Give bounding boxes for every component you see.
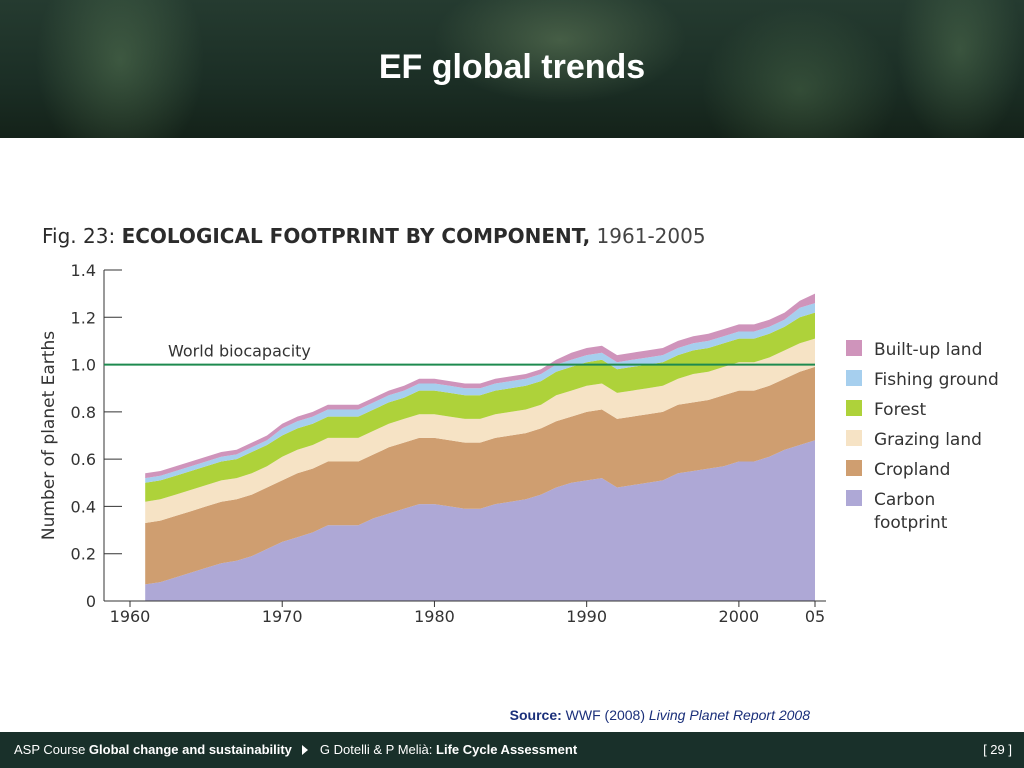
legend-label: Grazing land (874, 430, 982, 450)
world-biocapacity-label: World biocapacity (168, 342, 311, 361)
source-text: WWF (2008) (565, 707, 645, 723)
legend-label: Forest (874, 400, 927, 420)
figure-number: Fig. 23: (42, 224, 116, 248)
legend-label: Carbon (874, 490, 935, 510)
legend-swatch (846, 430, 862, 446)
legend-swatch (846, 490, 862, 506)
x-tick-label: 1960 (110, 607, 151, 626)
series-area-grazing-land (145, 338, 815, 523)
y-tick-label: 0.8 (71, 403, 96, 422)
figure-title-main: ECOLOGICAL FOOTPRINT BY COMPONENT, (121, 224, 591, 248)
x-tick-label: 1980 (414, 607, 455, 626)
series-area-carbon-footprint (145, 440, 815, 601)
slide-footer: ASP Course Global change and sustainabil… (0, 732, 1024, 768)
y-tick-label: 0.4 (71, 497, 96, 516)
series-area-cropland (145, 366, 815, 585)
legend-swatch (846, 340, 862, 356)
legend-swatch (846, 400, 862, 416)
footer-course: ASP Course Global change and sustainabil… (14, 742, 577, 757)
y-tick-label: 1.4 (71, 261, 96, 280)
figure-title: Fig. 23: ECOLOGICAL FOOTPRINT BY COMPONE… (42, 224, 706, 248)
y-tick-label: 1.2 (71, 308, 96, 327)
legend-swatch (846, 370, 862, 386)
source-citation: Source: WWF (2008) Living Planet Report … (510, 707, 810, 723)
slide-title: EF global trends (378, 48, 646, 86)
legend-swatch (846, 460, 862, 476)
legend-label: Fishing ground (874, 370, 999, 390)
y-tick-label: 0.2 (71, 545, 96, 564)
x-tick-label: 05 (805, 607, 825, 626)
legend-label: Built-up land (874, 340, 982, 360)
series-area-forest (145, 312, 815, 502)
triangle-right-icon (301, 745, 308, 755)
x-tick-label: 2000 (719, 607, 760, 626)
footer-topic: Life Cycle Assessment (436, 742, 578, 757)
source-title: Living Planet Report 2008 (648, 707, 810, 723)
legend-label: footprint (874, 513, 948, 533)
y-tick-label: 1.0 (71, 356, 96, 375)
figure-title-years: 1961-2005 (596, 224, 706, 248)
ecological-footprint-chart: 0 0.2 0.4 0.6 0.8 1.0 1.2 1.4 1960 1970 1980 1990 20… (39, 261, 999, 626)
source-label: Source: (509, 707, 562, 723)
y-axis-label: Number of planet Earths (39, 331, 59, 540)
slide-header: EF global trends (0, 0, 1024, 138)
footer-course-prefix: ASP Course (14, 742, 86, 757)
series-area-fishing-ground (145, 303, 815, 483)
series-area-built-up-land (145, 293, 815, 479)
footer-course-name: Global change and sustainability (88, 742, 292, 757)
page-number: [ 29 ] (983, 742, 1012, 757)
legend-label: Cropland (874, 460, 950, 480)
x-tick-label: 1990 (566, 607, 607, 626)
footer-authors: G Dotelli & P Melià: (319, 742, 433, 757)
x-tick-label: 1970 (262, 607, 303, 626)
y-tick-label: 0.6 (71, 450, 96, 469)
y-tick-label: 0 (86, 592, 96, 611)
